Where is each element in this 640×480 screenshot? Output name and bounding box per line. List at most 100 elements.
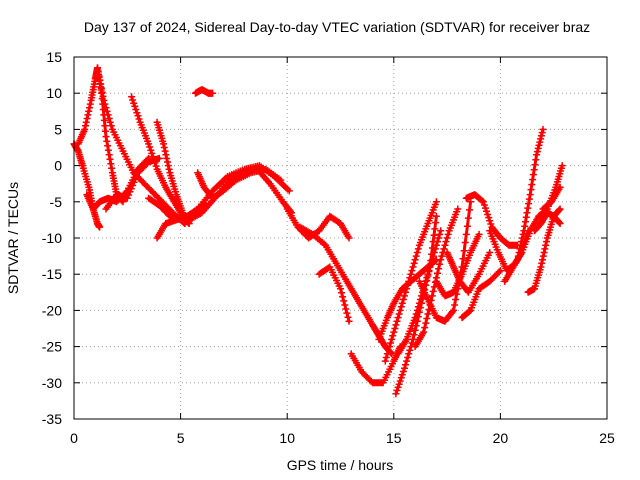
data-point-marker (404, 354, 412, 361)
series-arc-30 (514, 125, 547, 264)
data-point-marker (102, 104, 110, 112)
data-point-marker (147, 146, 155, 154)
data-point-marker (101, 100, 109, 108)
data-point-marker (412, 252, 420, 260)
data-point-marker (452, 296, 460, 303)
data-point-marker (416, 296, 424, 303)
data-point-marker (428, 292, 436, 300)
data-point-marker (131, 175, 139, 183)
data-point-marker (209, 89, 217, 97)
data-point-marker (150, 156, 158, 164)
data-point-marker (426, 263, 434, 271)
data-point-marker (395, 310, 403, 318)
data-point-marker (406, 274, 414, 282)
data-point-marker (486, 249, 494, 256)
data-point-marker (516, 245, 524, 253)
data-point-marker (386, 343, 393, 351)
data-point-marker (450, 306, 457, 314)
data-point-marker (428, 256, 436, 264)
x-axis-label: GPS time / hours (287, 457, 394, 473)
data-point-marker (430, 249, 438, 256)
data-point-marker (487, 220, 495, 228)
data-point-marker (454, 205, 462, 213)
data-point-marker (383, 350, 391, 358)
data-point-marker (463, 222, 471, 230)
data-point-marker (105, 151, 113, 159)
data-point-marker (404, 281, 412, 289)
data-point-marker (151, 159, 159, 167)
data-point-marker (521, 222, 529, 230)
y-tick-label: 0 (54, 158, 62, 174)
data-point-marker (338, 289, 346, 297)
data-point-marker (130, 178, 138, 186)
data-point-marker (129, 96, 137, 104)
data-point-marker (146, 143, 154, 151)
data-point-marker (389, 332, 397, 340)
data-point-marker (339, 293, 347, 301)
data-point-marker (422, 277, 430, 285)
data-point-marker (412, 310, 420, 318)
data-point-marker (486, 217, 494, 225)
data-point-marker (411, 314, 419, 322)
data-point-marker (402, 361, 409, 369)
data-point-marker (98, 88, 106, 96)
data-point-marker (527, 186, 535, 194)
data-point-marker (155, 154, 163, 162)
data-point-marker (123, 194, 131, 202)
y-tick-label: 15 (46, 49, 62, 65)
data-point-marker (556, 205, 564, 213)
data-point-marker (127, 185, 135, 193)
data-point-marker (431, 225, 439, 233)
data-point-marker (97, 84, 105, 92)
data-point-marker (399, 368, 407, 375)
data-point-marker (342, 305, 350, 313)
data-point-marker (103, 137, 111, 145)
data-point-marker (405, 277, 413, 285)
series-arc-32 (531, 209, 564, 235)
data-point-marker (340, 297, 348, 305)
data-point-marker (539, 256, 546, 264)
data-point-marker (397, 303, 405, 311)
data-point-marker (429, 252, 437, 260)
data-point-marker (496, 267, 504, 275)
data-point-marker (152, 162, 160, 170)
data-point-marker (102, 133, 110, 141)
data-point-marker (337, 285, 344, 293)
data-point-marker (100, 96, 108, 104)
data-point-marker (382, 354, 390, 361)
data-point-marker (540, 249, 548, 256)
data-point-marker (99, 92, 107, 100)
data-point-marker (530, 166, 538, 174)
data-point-marker (399, 296, 407, 303)
data-point-marker (528, 181, 536, 189)
data-point-marker (460, 247, 468, 255)
data-point-marker (394, 314, 402, 322)
data-point-marker (406, 346, 414, 354)
data-point-marker (81, 125, 89, 133)
series-arc-13 (194, 165, 285, 202)
data-point-marker (555, 219, 563, 227)
chart-title: Day 137 of 2024, Sidereal Day-to-day VTE… (84, 19, 590, 35)
data-point-marker (485, 214, 493, 222)
data-point-marker (459, 255, 467, 263)
data-point-marker (106, 118, 114, 126)
series-arc-34 (539, 183, 564, 213)
data-point-marker (86, 104, 93, 112)
data-point-marker (126, 188, 134, 196)
data-point-marker (103, 107, 111, 115)
data-point-marker (344, 313, 352, 321)
data-point-marker (434, 238, 441, 246)
data-point-marker (411, 326, 419, 334)
data-point-marker (425, 267, 433, 275)
data-point-marker (397, 374, 405, 382)
data-point-marker (410, 259, 418, 267)
data-point-marker (84, 111, 92, 119)
y-tick-label: 5 (54, 121, 62, 137)
data-point-marker (396, 377, 404, 385)
data-point-marker (536, 138, 544, 146)
data-point-marker (423, 315, 431, 322)
data-point-marker (392, 321, 400, 329)
x-tick-label: 10 (279, 430, 295, 446)
data-point-marker (514, 252, 522, 260)
data-point-marker (479, 198, 487, 206)
